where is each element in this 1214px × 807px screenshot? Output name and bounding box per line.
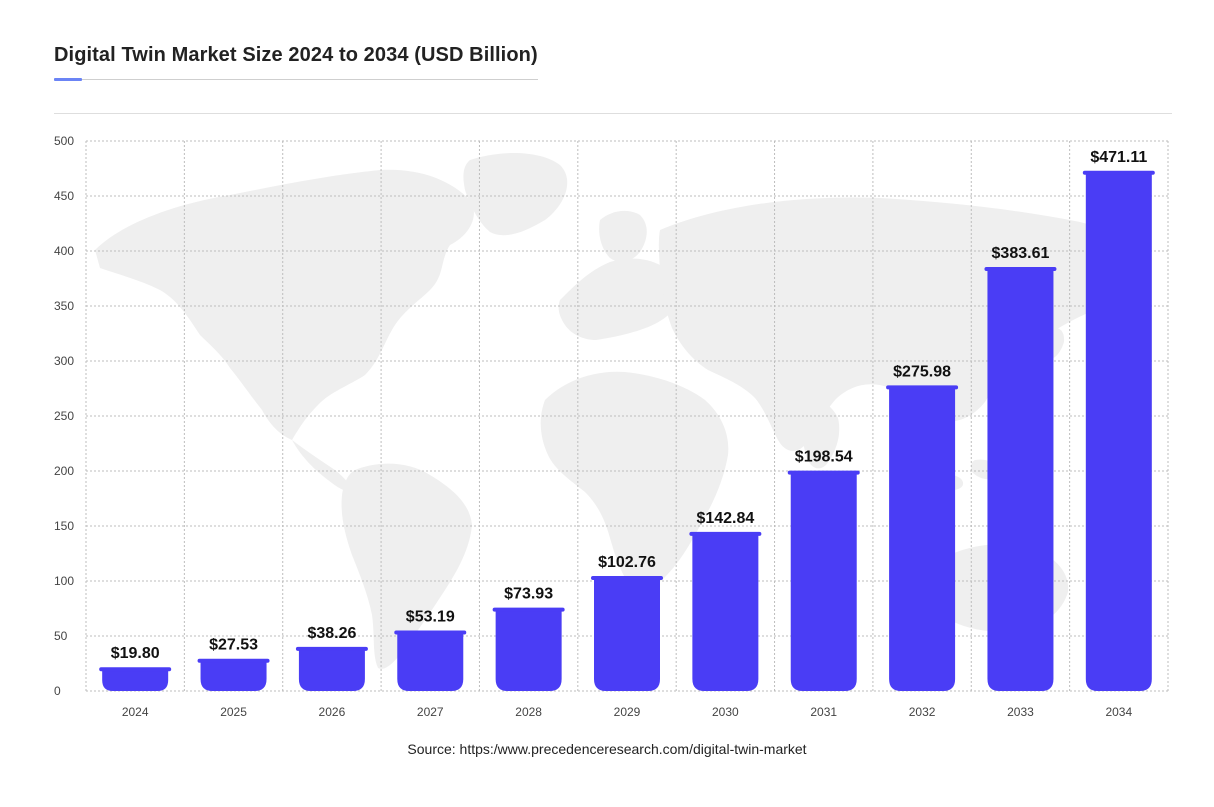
- y-tick-label: 250: [54, 409, 74, 423]
- bar-cap-2033: [984, 267, 1057, 272]
- y-tick-label: 400: [54, 244, 74, 258]
- bars-group: [99, 170, 1155, 692]
- bar-cap-2028: [492, 607, 565, 612]
- x-tick-label: 2032: [909, 705, 936, 719]
- bar-cap-2029: [591, 575, 663, 580]
- y-tick-label: 500: [54, 134, 74, 148]
- bar-cap-2026: [295, 646, 368, 651]
- x-tick-label: 2033: [1007, 705, 1034, 719]
- value-label-2027: $53.19: [406, 608, 455, 625]
- bar-2030: [692, 533, 759, 691]
- bar-cap-2031: [787, 470, 860, 475]
- value-label-2026: $38.26: [307, 625, 356, 642]
- y-tick-label: 150: [54, 519, 74, 533]
- title-underline: [54, 79, 538, 80]
- bar-cap-2034: [1082, 170, 1155, 175]
- value-label-2029: $102.76: [598, 554, 656, 571]
- x-tick-label: 2030: [712, 705, 739, 719]
- bar-2029: [594, 577, 660, 691]
- bar-2033: [987, 269, 1054, 691]
- y-tick-label: 50: [54, 629, 68, 643]
- y-tick-label: 0: [54, 684, 61, 698]
- bar-cap-2025: [197, 658, 270, 663]
- bar-2031: [790, 472, 857, 691]
- y-tick-label: 200: [54, 464, 74, 478]
- x-tick-label: 2025: [220, 705, 247, 719]
- x-axis-ticks: 2024 2025 2026 2027 2028 2029 2030 2031 2032 2033…: [122, 705, 1133, 719]
- header-divider: [54, 113, 1172, 114]
- x-tick-label: 2027: [417, 705, 444, 719]
- y-tick-label: 100: [54, 574, 74, 588]
- bar-2032: [889, 387, 956, 691]
- y-tick-label: 350: [54, 299, 74, 313]
- y-tick-label: 450: [54, 189, 74, 203]
- x-tick-label: 2031: [810, 705, 837, 719]
- source-note: Source: https:/www.precedenceresearch.co…: [407, 741, 807, 757]
- value-label-2025: $27.53: [209, 637, 258, 654]
- value-labels: $19.80 $27.53 $38.26 $53.19 $73.93 $102.76 $14…: [111, 149, 1148, 662]
- x-tick-label: 2026: [319, 705, 346, 719]
- chart-title: Digital Twin Market Size 2024 to 2034 (U…: [54, 44, 538, 66]
- value-label-2030: $142.84: [696, 510, 754, 527]
- value-label-2032: $275.98: [893, 363, 951, 380]
- value-label-2034: $471.11: [1090, 149, 1147, 166]
- bar-cap-2024: [99, 667, 172, 672]
- bar-2025: [200, 660, 267, 691]
- bar-2027: [397, 632, 464, 691]
- y-tick-label: 300: [54, 354, 74, 368]
- bar-2028: [495, 609, 562, 691]
- y-axis-ticks: 0 50 100 150 200 250 300 350 400 450 500: [54, 134, 74, 698]
- bar-cap-2032: [886, 385, 959, 390]
- bar-cap-2030: [689, 531, 762, 536]
- bar-2024: [102, 669, 169, 691]
- value-label-2033: $383.61: [992, 245, 1050, 262]
- x-tick-label: 2024: [122, 705, 149, 719]
- value-label-2031: $198.54: [795, 449, 853, 466]
- bar-cap-2027: [394, 630, 467, 635]
- title-accent-bar: [54, 78, 82, 81]
- value-label-2028: $73.93: [504, 586, 553, 603]
- x-tick-label: 2029: [614, 705, 641, 719]
- bar-2034: [1085, 172, 1152, 692]
- x-tick-label: 2028: [515, 705, 542, 719]
- value-label-2024: $19.80: [111, 645, 160, 662]
- bar-2026: [298, 648, 365, 691]
- x-tick-label: 2034: [1105, 705, 1132, 719]
